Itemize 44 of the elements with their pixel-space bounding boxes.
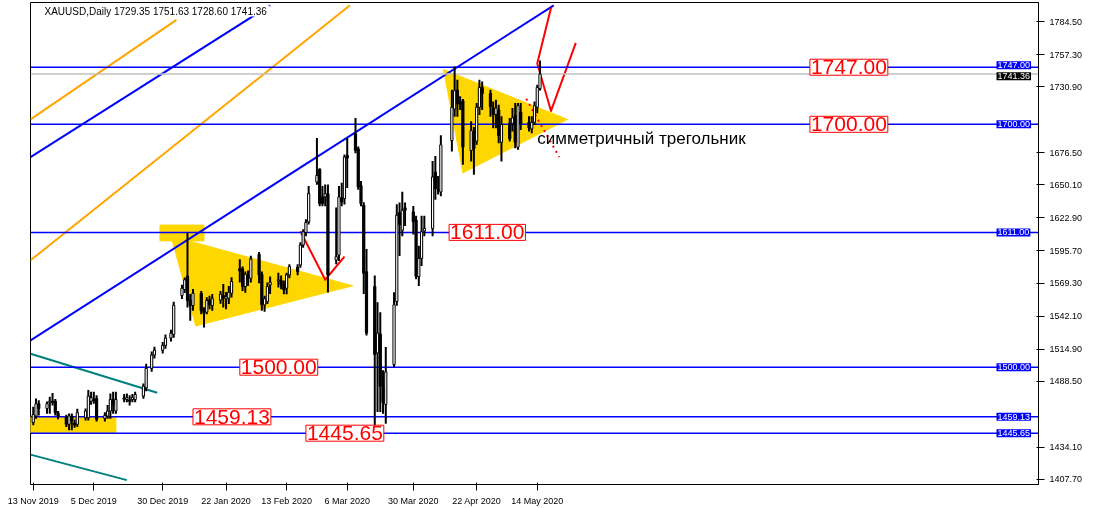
annotation: 1700.00: [810, 112, 887, 136]
line-series: [536, 6, 577, 112]
candlestick: [276, 272, 280, 288]
y-tick-label: 1434.10: [1049, 442, 1083, 453]
candlestick: [337, 185, 341, 262]
y-tick-label: 1514.90: [1049, 344, 1083, 355]
x-tick-label: 30 Mar 2020: [388, 495, 439, 506]
ref-line-label: 1700.00: [997, 119, 1031, 130]
x-tick-label: 6 Mar 2020: [324, 495, 370, 506]
x-tick-label: 13 Feb 2020: [261, 495, 312, 506]
x-tick-label: 13 Nov 2019: [7, 495, 59, 506]
y-tick-label: 1650.10: [1049, 179, 1083, 190]
candlestick: [95, 395, 99, 422]
candlestick: [114, 391, 118, 414]
y-tick-label: 1622.90: [1049, 212, 1083, 223]
candlestick: [150, 351, 154, 372]
chart-title: XAUUSD,Daily 1729.35 1751.63 1728.60 1741.36: [44, 5, 268, 17]
ref-line-label: 1445.65: [997, 428, 1031, 439]
y-tick-label: 1730.90: [1049, 81, 1083, 92]
ref-line-label: 1747.00: [997, 60, 1031, 71]
y-tick-label: 1488.50: [1049, 376, 1083, 387]
ref-line-label: 1500.00: [997, 362, 1031, 373]
y-tick-label: 1784.50: [1049, 16, 1083, 27]
annotation: 1445.65: [306, 421, 383, 445]
ref-line-label: 1741.36: [997, 71, 1031, 82]
y-tick-label: 1595.70: [1049, 245, 1083, 256]
y-tick-label: 1757.30: [1049, 49, 1083, 60]
x-tick-label: 5 Dec 2019: [70, 495, 117, 506]
annotation: 1747.00: [810, 55, 887, 79]
annotation: 1611.00: [450, 220, 525, 244]
annotation: 1459.13: [193, 404, 270, 428]
annotation: 1500.00: [240, 355, 317, 379]
y-tick-label: 1569.30: [1049, 278, 1083, 289]
ref-line-label: 1611.00: [997, 227, 1030, 238]
x-tick-label: 22 Jan 2020: [201, 495, 251, 506]
candlestick: [249, 255, 253, 283]
ref-line-label: 1459.13: [997, 411, 1031, 422]
x-tick-label: 22 Apr 2020: [452, 495, 501, 506]
y-tick-label: 1676.50: [1049, 147, 1083, 158]
annotation: симметричный трегольник: [537, 129, 747, 149]
y-tick-label: 1407.70: [1049, 474, 1083, 485]
y-tick-label: 1542.10: [1049, 311, 1083, 322]
x-tick-label: 30 Dec 2019: [137, 495, 189, 506]
x-tick-label: 14 May 2020: [511, 495, 564, 506]
